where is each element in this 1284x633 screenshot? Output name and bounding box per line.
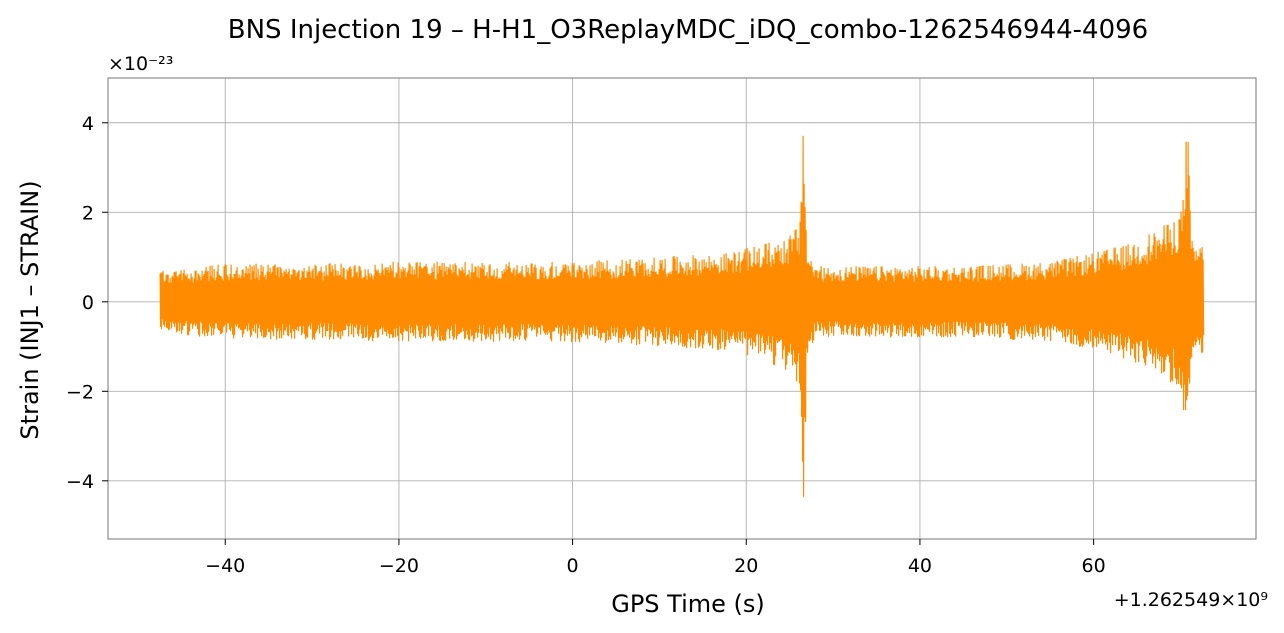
y-scale-text: ×10⁻²³ [108,53,173,75]
y-axis-ticks: −4 −2 0 2 4 [66,113,108,493]
x-tick-label: 60 [1082,555,1106,577]
y-tick-label: 4 [82,113,94,135]
x-tick-label: 40 [908,555,932,577]
strain-line [159,135,1205,497]
chart-title: BNS Injection 19 – H-H1_O3ReplayMDC_iDQ_… [228,15,1148,45]
x-tick-label: 20 [734,555,758,577]
x-axis-ticks: −40 −20 0 20 40 60 [205,539,1106,577]
x-tick-label: −20 [379,555,419,577]
x-tick-label: −40 [205,555,245,577]
x-axis-label: GPS Time (s) [611,590,765,618]
y-tick-label: −2 [66,381,94,403]
strain-series [159,135,1205,497]
x-offset-text: +1.262549×10⁹ [1114,589,1268,611]
x-tick-label: 0 [567,555,579,577]
y-tick-label: 2 [82,202,94,224]
y-axis-label: Strain (INJ1 – STRAIN) [16,180,44,439]
y-tick-label: 0 [82,292,94,314]
y-tick-label: −4 [66,471,94,493]
plot-frame [107,77,1257,540]
